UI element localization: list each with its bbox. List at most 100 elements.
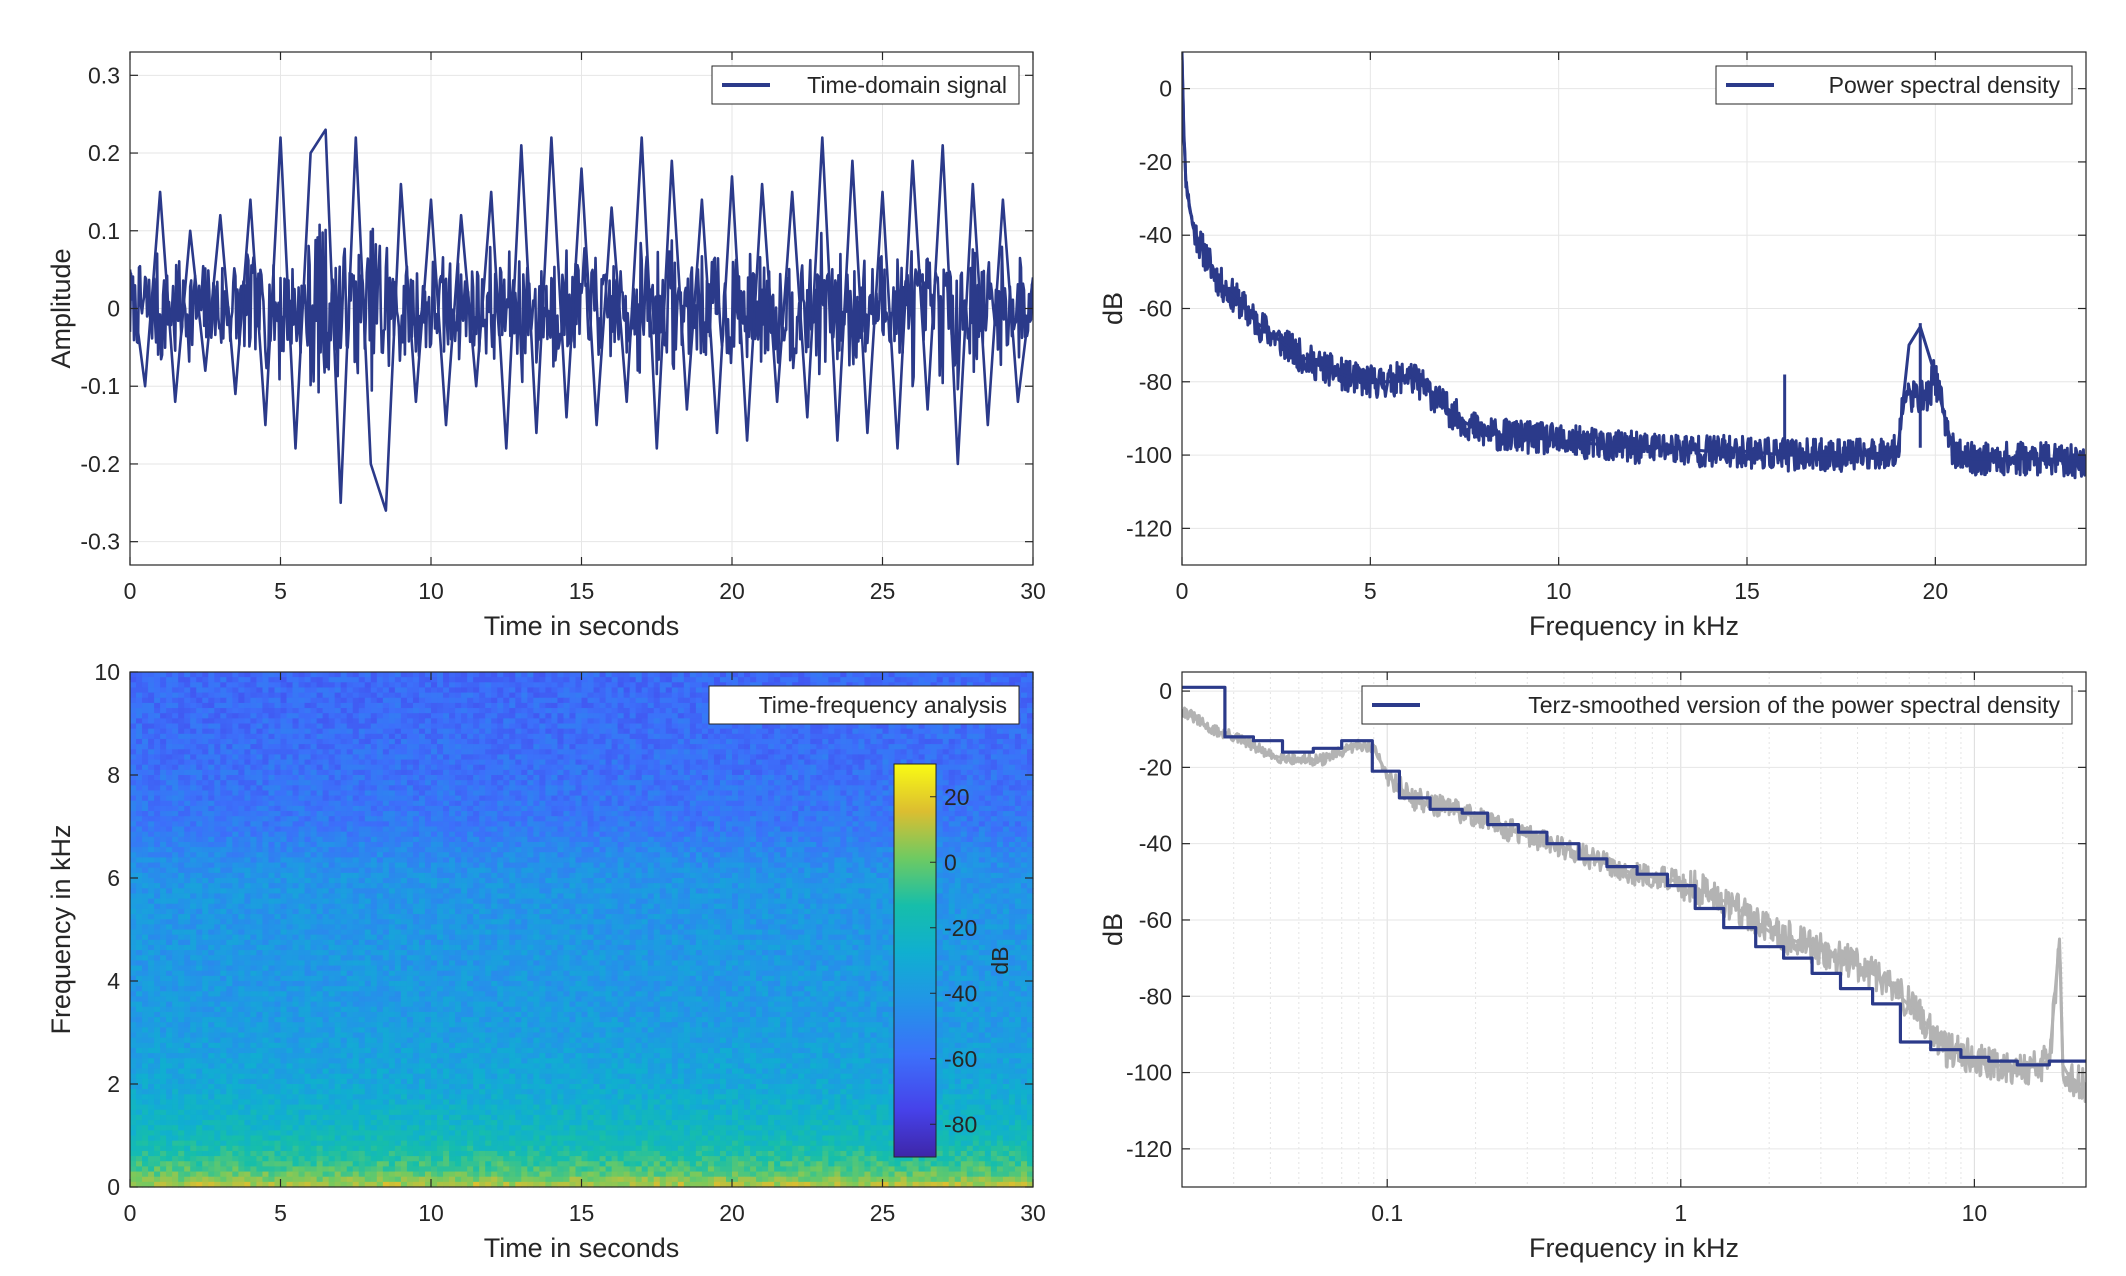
spectrogram-cell <box>208 713 215 719</box>
spectrogram-cell <box>172 831 179 838</box>
spectrogram-cell <box>178 800 185 807</box>
spectrogram-cell <box>834 677 841 683</box>
spectrogram-cell <box>623 744 631 750</box>
spectrogram-cell <box>629 708 637 714</box>
spectrogram-cell <box>762 738 769 745</box>
spectrogram-cell <box>352 723 360 730</box>
spectrogram-cell <box>846 759 853 766</box>
spectrogram-cell <box>268 692 276 699</box>
spectrogram-cell <box>142 718 149 725</box>
spectrogram-cell <box>924 733 932 740</box>
spectrogram-cell <box>214 687 221 694</box>
spectrogram-cell <box>443 795 450 802</box>
spectrogram-cell <box>431 692 438 699</box>
spectrogram-cell <box>557 723 565 730</box>
spectrogram-cell <box>202 764 209 771</box>
spectrogram-cell <box>388 764 396 771</box>
spectrogram-cell <box>394 769 402 776</box>
spectrogram-cell <box>406 744 414 750</box>
spectrogram-cell <box>786 677 793 683</box>
spectrogram-cell <box>340 697 348 704</box>
spectrogram-cell <box>732 805 739 812</box>
spectrogram-cell <box>274 718 282 725</box>
spectrogram-cell <box>304 769 312 776</box>
spectrogram-cell <box>984 816 992 822</box>
spectrogram-cell <box>268 682 276 689</box>
spectrogram-cell <box>551 764 559 771</box>
spectrogram-cell <box>984 759 992 766</box>
spectrogram-cell <box>298 682 306 689</box>
spectrogram-cell <box>828 744 835 750</box>
spectrogram-cell <box>635 692 643 699</box>
spectrogram-cell <box>250 677 258 683</box>
spectrogram-cell <box>653 811 661 817</box>
spectrogram-cell <box>677 677 685 683</box>
spectrogram-cell <box>713 816 721 822</box>
spectrogram-cell <box>154 800 161 807</box>
spectrogram-cell <box>443 733 450 740</box>
spectrogram-cell <box>418 805 426 812</box>
spectrogram-cell <box>587 672 595 678</box>
spectrogram-cell <box>515 795 522 802</box>
spectrogram-cell <box>653 790 661 797</box>
spectrogram-cell <box>936 811 944 817</box>
spectrogram-cell <box>208 821 215 828</box>
spectrogram-cell <box>545 826 552 833</box>
spectrogram-cell <box>774 780 781 786</box>
spectrogram-cell <box>406 682 414 689</box>
spectrogram-cell <box>665 800 673 807</box>
spectrogram-cell <box>172 754 179 761</box>
spectrogram-cell <box>262 723 270 730</box>
spectrogram-cell <box>581 764 589 771</box>
spectrogram-cell <box>382 816 390 822</box>
spectrogram-cell <box>834 744 841 750</box>
spectrogram-cell <box>316 687 324 694</box>
spectrogram-cell <box>449 785 456 792</box>
spectrogram-cell <box>316 790 324 797</box>
spectrogram-cell <box>629 800 637 807</box>
spectrogram-cell <box>545 677 552 683</box>
spectrogram-cell <box>689 785 697 792</box>
spectrogram-cell <box>130 702 137 709</box>
spectrogram-cell <box>431 821 438 828</box>
spectrogram-cell <box>822 677 829 683</box>
spectrogram-cell <box>328 718 336 725</box>
spectrogram-cell <box>756 795 763 802</box>
spectrogram-cell <box>238 764 245 771</box>
spectrogram-cell <box>966 733 974 740</box>
spectrogram-cell <box>370 672 378 678</box>
spectrogram-cell <box>683 821 691 828</box>
spectrogram-cell <box>491 677 498 683</box>
spectrogram-cell <box>280 826 288 833</box>
spectrogram-cell <box>154 713 161 719</box>
spectrogram-cell <box>966 821 974 828</box>
spectrogram-cell <box>364 718 372 725</box>
spectrogram-cell <box>388 738 396 745</box>
spectrogram-cell <box>671 785 679 792</box>
spectrogram-cell <box>816 759 823 766</box>
spectrogram-cell <box>629 831 637 838</box>
spectrogram-cell <box>292 800 300 807</box>
spectrogram-cell <box>334 800 342 807</box>
spectrogram-cell <box>725 831 733 838</box>
spectrogram-cell <box>172 697 179 704</box>
spectrogram-cell <box>412 754 420 761</box>
spectrogram-cell <box>250 682 258 689</box>
spectrogram-cell <box>605 831 613 838</box>
spectrogram-cell <box>190 790 197 797</box>
spectrogram-cell <box>864 769 872 776</box>
spectrogram-cell <box>810 826 817 833</box>
spectrogram-cell <box>310 831 318 838</box>
spectrogram-cell <box>497 713 504 719</box>
spectrogram-cell <box>918 723 926 730</box>
spectrogram-cell <box>214 713 221 719</box>
spectrogram-cell <box>533 785 540 792</box>
spectrogram-cell <box>130 769 137 776</box>
spectrogram-cell <box>894 677 902 683</box>
spectrogram-cell <box>491 708 498 714</box>
spectrogram-cell <box>142 754 149 761</box>
spectrogram-cell <box>437 738 444 745</box>
spectrogram-cell <box>226 718 233 725</box>
spectrogram-cell <box>190 759 197 766</box>
